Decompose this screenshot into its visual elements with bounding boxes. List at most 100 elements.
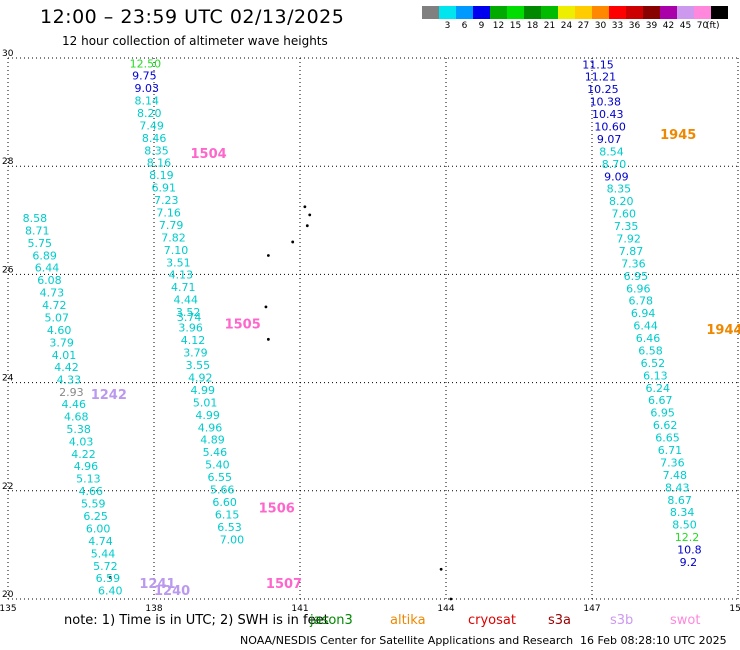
wave-height-value: 6.53 <box>217 521 242 534</box>
legend-swatch <box>422 6 439 19</box>
legend-swatch <box>592 6 609 19</box>
wave-height-value: 7.60 <box>611 208 636 221</box>
wave-height-value: 8.46 <box>142 132 167 145</box>
legend-label: 6 <box>461 21 468 31</box>
wave-height-value: 8.19 <box>149 169 174 182</box>
island-dot <box>291 240 295 244</box>
wave-height-value: 6.24 <box>646 382 671 395</box>
wave-height-value: 8.58 <box>23 212 47 225</box>
legend-label: 9 <box>478 21 485 31</box>
wave-height-value: 11.15 <box>582 58 614 71</box>
wave-height-value: 8.20 <box>609 195 634 208</box>
wave-height-value: 12.50 <box>130 58 162 71</box>
lon-tick-label: 144 <box>437 604 454 614</box>
wave-height-value: 10.38 <box>590 96 622 109</box>
wave-height-value: 4.13 <box>169 269 194 282</box>
wave-height-value: 5.13 <box>76 473 101 486</box>
wave-height-value: 7.35 <box>614 220 639 233</box>
wave-height-value: 8.14 <box>135 95 160 108</box>
legend-label: 12 <box>492 21 505 31</box>
wave-height-value: 8.70 <box>602 158 627 171</box>
legend-label: 30 <box>594 21 607 31</box>
legend-swatch <box>575 6 592 19</box>
map-title: 12:00 – 23:59 UTC 02/13/2025 <box>40 6 345 28</box>
pass-time-label: 1240 <box>154 584 190 599</box>
wave-height-value: 7.79 <box>159 219 184 232</box>
wave-height-value: 4.99 <box>191 384 216 397</box>
legend-swatch <box>473 6 490 19</box>
wave-height-value: 4.03 <box>69 435 94 448</box>
wave-height-value: 4.42 <box>54 361 79 374</box>
wave-height-value: 7.87 <box>619 245 644 258</box>
legend-label: 45 <box>679 21 692 31</box>
lon-tick-label: 138 <box>145 604 162 614</box>
legend-swatch <box>643 6 660 19</box>
wave-height-value: 5.44 <box>91 547 116 560</box>
wave-height-value: 4.46 <box>62 398 87 411</box>
island-dot <box>108 575 112 579</box>
lat-tick-label: 28 <box>2 157 14 167</box>
wave-height-value: 6.08 <box>37 274 62 287</box>
wave-height-value: 6.40 <box>98 585 123 598</box>
wave-height-value: 4.74 <box>88 535 113 548</box>
wave-height-value: 8.16 <box>147 157 172 170</box>
generation-timestamp: 16 Feb 08:28:10 UTC 2025 <box>580 634 727 647</box>
lon-tick-label: 150 <box>729 604 740 614</box>
wave-height-value: 4.22 <box>71 448 96 461</box>
wave-height-value: 3.51 <box>166 256 191 269</box>
legend-swatch <box>558 6 575 19</box>
wave-height-value: 7.36 <box>621 257 646 270</box>
satellite-cryosat: cryosat <box>468 613 516 628</box>
wave-height-value: 8.43 <box>665 481 690 494</box>
wave-height-value: 6.71 <box>658 444 683 457</box>
pass-time-label: 1507 <box>266 577 302 592</box>
wave-height-value: 6.60 <box>212 496 237 509</box>
island-dot <box>264 305 268 309</box>
wave-height-value: 7.48 <box>663 469 688 482</box>
wave-height-value: 6.89 <box>32 249 57 262</box>
wave-height-value: 4.96 <box>198 421 223 434</box>
wave-height-value: 8.35 <box>144 144 169 157</box>
legend-swatch <box>439 6 456 19</box>
wave-height-value: 6.44 <box>35 262 60 275</box>
wave-height-value: 4.89 <box>200 434 225 447</box>
island-dot <box>266 337 270 341</box>
lat-tick-label: 24 <box>2 374 14 384</box>
wave-height-value: 4.72 <box>42 299 67 312</box>
wave-height-value: 6.59 <box>96 572 121 585</box>
wave-height-value: 12.2 <box>675 531 700 544</box>
legend-swatch <box>626 6 643 19</box>
wave-height-value: 5.38 <box>66 423 91 436</box>
satellite-altika: altika <box>390 613 426 628</box>
wave-height-value: 6.62 <box>653 419 678 432</box>
legend-swatch <box>660 6 677 19</box>
wave-height-value: 6.96 <box>626 282 651 295</box>
wave-height-value: 3.79 <box>183 347 208 360</box>
wave-height-value: 9.09 <box>604 170 629 183</box>
wave-height-value: 3.96 <box>178 322 203 335</box>
wave-height-value: 8.67 <box>667 494 692 507</box>
island-dot <box>449 597 453 601</box>
wave-height-value: 6.65 <box>655 432 680 445</box>
wave-height-value: 5.46 <box>203 446 228 459</box>
wave-height-value: 7.36 <box>660 456 685 469</box>
wave-height-value: 4.01 <box>52 349 77 362</box>
legend-swatch <box>524 6 541 19</box>
legend-swatch <box>507 6 524 19</box>
wave-height-value: 6.00 <box>86 522 111 535</box>
wave-height-value: 11.21 <box>585 71 617 84</box>
legend-label: 27 <box>577 21 590 31</box>
credit-line: NOAA/NESDIS Center for Satellite Applica… <box>240 634 574 647</box>
legend-swatch <box>694 6 711 19</box>
wave-height-value: 3.55 <box>186 359 211 372</box>
pass-time-label: 1944 <box>706 323 740 338</box>
lat-tick-label: 26 <box>2 265 14 275</box>
wave-height-value: 6.95 <box>650 407 675 420</box>
wave-height-value: 5.07 <box>45 311 70 324</box>
wave-height-value: 2.93 <box>59 386 84 399</box>
island-dot <box>439 567 443 571</box>
pass-time-label: 1945 <box>660 128 696 143</box>
satellite-jason3: jason3 <box>310 613 353 628</box>
wave-height-value: 8.35 <box>607 183 632 196</box>
wave-height-value: 6.58 <box>638 344 663 357</box>
